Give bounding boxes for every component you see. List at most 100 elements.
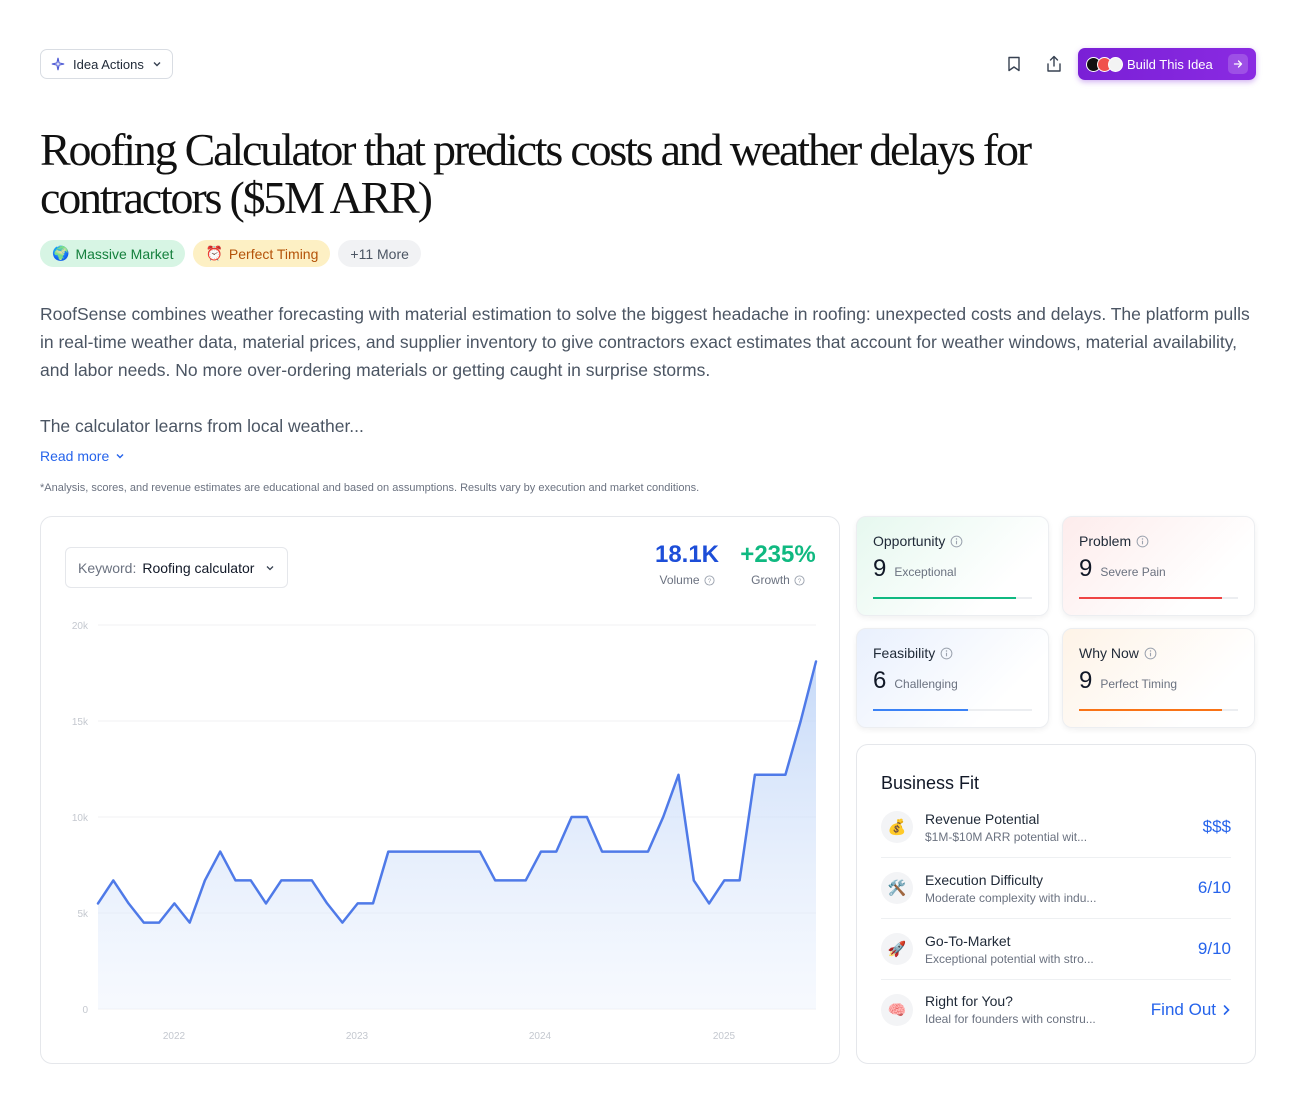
disclaimer: *Analysis, scores, and revenue estimates… (40, 482, 700, 494)
score-card-why-now[interactable]: Why Now 9 Perfect Timing (1062, 628, 1255, 728)
score-description: Severe Pain (1100, 565, 1166, 579)
find-out-label: Find Out (1150, 999, 1216, 1019)
row-value: 6/10 (1197, 878, 1231, 897)
score-label: Problem (1079, 533, 1132, 549)
volume-value: 18.1K (654, 541, 720, 568)
score-progress-fill (1079, 597, 1223, 599)
tag-massive-market[interactable]: 🌍 Massive Market (40, 240, 186, 267)
info-icon[interactable] (940, 647, 953, 660)
help-icon[interactable]: ? (703, 574, 715, 586)
score-label: Opportunity (873, 533, 946, 549)
score-card-problem[interactable]: Problem 9 Severe Pain (1062, 516, 1255, 616)
find-out-link[interactable]: Find Out (1151, 1000, 1231, 1020)
score-progress-fill (873, 709, 969, 711)
score-progress-track (873, 709, 1032, 711)
y-tick-label: 20k (72, 621, 89, 632)
page-title: Roofing Calculator that predicts costs a… (40, 124, 1032, 223)
idea-actions-button[interactable]: Idea Actions (40, 49, 173, 79)
description: RoofSense combines weather forecasting w… (40, 300, 1260, 468)
y-tick-label: 15k (72, 717, 89, 728)
row-subtitle: $1M-$10M ARR potential wit... (925, 829, 1088, 844)
read-more-label: Read more (40, 448, 110, 464)
tag-label: Massive Market (75, 245, 174, 262)
row-subtitle: Moderate complexity with indu... (925, 890, 1097, 905)
row-value: 9/10 (1197, 939, 1231, 958)
keyword-label: Keyword: (78, 559, 137, 576)
score-progress-track (1079, 709, 1238, 711)
growth-label: Growth (751, 573, 790, 587)
bookmark-icon[interactable] (1003, 53, 1025, 75)
business-fit-row-go-to-market[interactable]: 🚀 Go-To-Market Exceptional potential wit… (881, 919, 1231, 980)
share-icon[interactable] (1043, 53, 1065, 75)
build-this-idea-button[interactable]: Build This Idea (1078, 48, 1256, 80)
score-progress-fill (873, 597, 1017, 599)
x-tick-label: 2024 (529, 1031, 552, 1042)
tag-label: +11 More (350, 245, 409, 262)
score-description: Challenging (894, 677, 958, 691)
hammer-wrench-icon: 🛠️ (881, 872, 913, 904)
y-tick-label: 10k (72, 813, 89, 824)
chevron-right-icon (1223, 1004, 1230, 1015)
info-icon[interactable] (1136, 535, 1149, 548)
score-value: 9 (1079, 555, 1093, 582)
description-paragraph: RoofSense combines weather forecasting w… (40, 304, 1250, 380)
chevron-down-icon (116, 454, 124, 459)
business-fit-row-execution[interactable]: 🛠️ Execution Difficulty Moderate complex… (881, 858, 1231, 919)
score-description: Exceptional (894, 565, 957, 579)
brain-icon: 🧠 (881, 993, 913, 1026)
score-value: 6 (873, 667, 887, 694)
sparkle-icon (51, 57, 65, 71)
row-name: Revenue Potential (925, 810, 1040, 827)
score-label: Why Now (1079, 645, 1139, 661)
row-name: Right for You? (925, 993, 1013, 1009)
read-more-link[interactable]: Read more (40, 448, 125, 464)
x-tick-label: 2022 (163, 1031, 186, 1042)
info-icon[interactable] (950, 535, 963, 548)
business-fit-title: Business Fit (881, 773, 980, 793)
series-area (98, 661, 816, 1009)
score-value: 9 (1079, 667, 1093, 694)
trend-chart-card: Keyword: Roofing calculator 18.1K Volume… (40, 516, 840, 1064)
row-subtitle: Ideal for founders with constru... (925, 1012, 1096, 1026)
business-fit-row-revenue[interactable]: 💰 Revenue Potential $1M-$10M ARR potenti… (881, 797, 1231, 858)
score-progress-track (1079, 597, 1238, 599)
tag-more[interactable]: +11 More (338, 240, 421, 267)
volume-metric: 18.1K Volume ? (647, 541, 727, 587)
x-tick-label: 2025 (713, 1031, 736, 1042)
tag-list: 🌍 Massive Market ⏰ Perfect Timing +11 Mo… (40, 240, 421, 267)
chevron-down-icon (266, 565, 274, 570)
y-tick-label: 5k (77, 909, 89, 920)
help-icon[interactable]: ? (794, 574, 805, 586)
series-line (96, 660, 818, 924)
svg-text:?: ? (798, 577, 802, 584)
tag-perfect-timing[interactable]: ⏰ Perfect Timing (193, 240, 331, 267)
arrow-right-icon (1228, 54, 1248, 74)
score-progress-fill (1079, 709, 1223, 711)
business-fit-row-right-for-you[interactable]: 🧠 Right for You? Ideal for founders with… (881, 979, 1231, 1040)
rocket-icon: 🚀 (881, 933, 913, 965)
tag-label: Perfect Timing (228, 245, 319, 262)
score-card-feasibility[interactable]: Feasibility 6 Challenging (856, 628, 1049, 728)
keyword-select[interactable]: Keyword: Roofing calculator (65, 547, 288, 588)
score-card-opportunity[interactable]: Opportunity 9 Exceptional (856, 516, 1049, 616)
volume-label: Volume (659, 573, 700, 587)
trend-chart: 0 5k 10k 15k 20k 2022 2023 2024 2025 (72, 621, 818, 1042)
score-value: 9 (873, 555, 887, 582)
y-tick-label: 0 (82, 1005, 88, 1016)
row-subtitle: Exceptional potential with stro... (925, 951, 1094, 966)
score-progress-track (873, 597, 1032, 599)
description-paragraph: The calculator learns from local weather… (40, 416, 364, 436)
svg-text:?: ? (707, 577, 711, 584)
keyword-value: Roofing calculator (142, 559, 255, 576)
partner-logos (1086, 56, 1123, 72)
growth-value: +235% (740, 541, 816, 568)
growth-metric: +235% Growth ? (733, 541, 823, 587)
score-description: Perfect Timing (1100, 677, 1178, 691)
row-name: Execution Difficulty (925, 871, 1044, 888)
money-bag-icon: 💰 (881, 811, 913, 843)
row-value: $$$ (1202, 817, 1231, 836)
x-tick-label: 2023 (346, 1031, 369, 1042)
info-icon[interactable] (1144, 647, 1157, 660)
globe-icon: 🌍 (52, 245, 70, 261)
alarm-clock-icon: ⏰ (205, 245, 223, 261)
